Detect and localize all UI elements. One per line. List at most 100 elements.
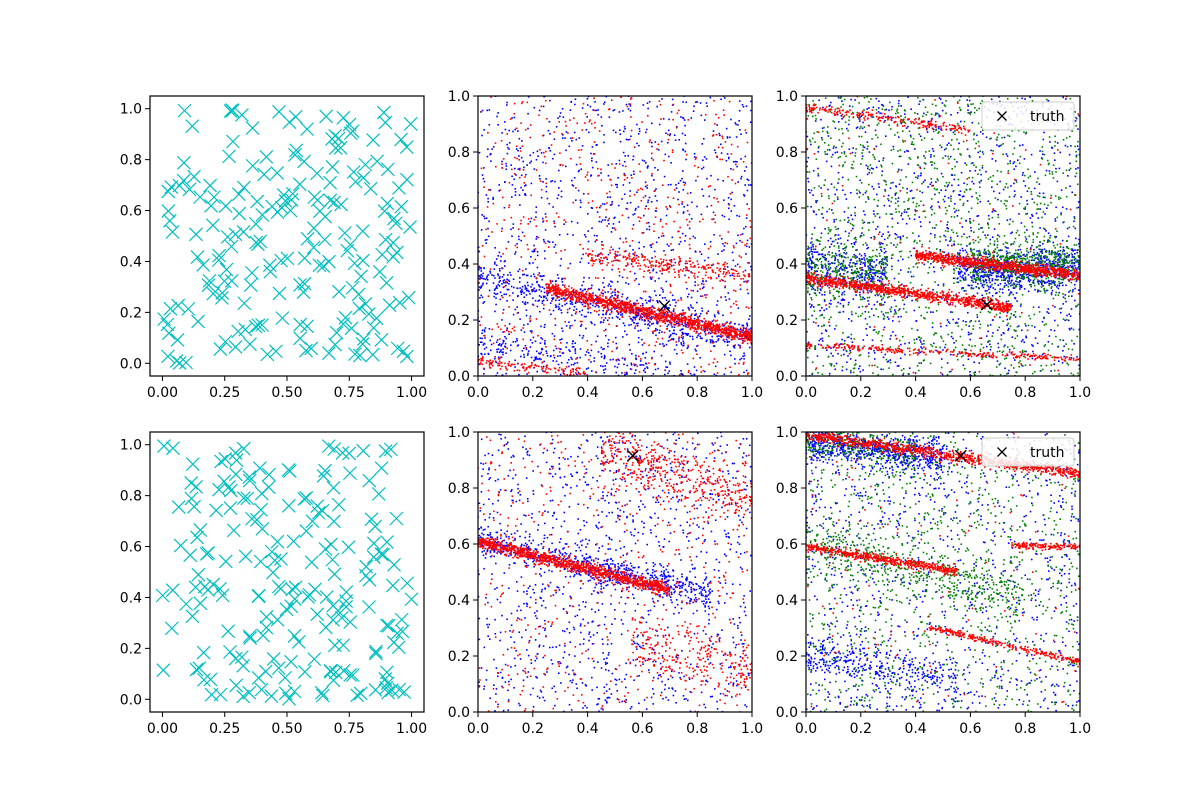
point bbox=[579, 325, 582, 327]
point bbox=[696, 260, 699, 263]
point bbox=[540, 290, 543, 293]
point bbox=[601, 248, 604, 250]
point bbox=[502, 280, 505, 282]
point bbox=[616, 254, 619, 257]
point bbox=[502, 342, 504, 344]
point bbox=[539, 275, 541, 277]
point bbox=[820, 118, 822, 121]
x-marker bbox=[243, 278, 258, 293]
point bbox=[669, 320, 671, 322]
point bbox=[557, 287, 560, 290]
point bbox=[507, 241, 510, 243]
point bbox=[626, 105, 629, 108]
point bbox=[496, 372, 499, 374]
point bbox=[583, 193, 585, 195]
point bbox=[638, 163, 640, 165]
point bbox=[497, 255, 499, 257]
point bbox=[530, 160, 532, 163]
point bbox=[498, 364, 500, 367]
point bbox=[533, 359, 535, 362]
point bbox=[721, 135, 723, 138]
point bbox=[615, 301, 617, 303]
point bbox=[494, 310, 496, 313]
x-marker bbox=[378, 232, 393, 247]
point bbox=[748, 246, 751, 248]
point bbox=[553, 131, 555, 133]
point bbox=[539, 353, 541, 355]
point bbox=[980, 227, 982, 229]
point bbox=[572, 370, 574, 373]
point bbox=[683, 342, 685, 344]
point bbox=[872, 188, 875, 190]
point bbox=[685, 267, 687, 269]
x-marker bbox=[213, 342, 228, 357]
series-points bbox=[478, 96, 752, 376]
point bbox=[898, 155, 901, 158]
point bbox=[728, 157, 730, 160]
point bbox=[900, 214, 902, 217]
point bbox=[617, 290, 619, 293]
point bbox=[1074, 287, 1076, 290]
point bbox=[519, 287, 521, 289]
point bbox=[724, 265, 726, 268]
point bbox=[590, 152, 592, 155]
point bbox=[567, 290, 570, 293]
point bbox=[703, 137, 705, 140]
x-tick-label: 0.4 bbox=[576, 385, 598, 401]
point bbox=[835, 146, 837, 149]
point bbox=[1008, 327, 1010, 330]
point bbox=[598, 174, 600, 177]
point bbox=[1051, 146, 1053, 149]
point bbox=[1054, 319, 1056, 322]
point bbox=[748, 275, 751, 278]
point bbox=[974, 371, 976, 373]
point bbox=[635, 278, 637, 280]
point bbox=[535, 350, 538, 353]
point bbox=[731, 191, 733, 194]
point bbox=[499, 279, 501, 282]
point bbox=[736, 334, 738, 337]
point bbox=[631, 308, 633, 310]
point bbox=[514, 308, 517, 311]
point bbox=[696, 205, 698, 208]
point bbox=[632, 158, 634, 161]
point bbox=[685, 158, 687, 161]
point bbox=[553, 356, 556, 359]
point bbox=[520, 329, 523, 331]
point bbox=[625, 241, 628, 243]
point bbox=[656, 309, 659, 311]
point bbox=[514, 340, 517, 343]
x-marker bbox=[236, 225, 251, 239]
point bbox=[480, 316, 483, 318]
point bbox=[616, 366, 619, 369]
point bbox=[569, 327, 571, 329]
point bbox=[588, 131, 590, 134]
point bbox=[682, 309, 684, 311]
x-marker bbox=[296, 285, 311, 300]
point bbox=[733, 302, 735, 305]
point bbox=[607, 174, 610, 177]
point bbox=[724, 268, 727, 270]
point bbox=[1043, 282, 1046, 284]
point bbox=[608, 116, 611, 118]
point bbox=[564, 277, 566, 280]
point bbox=[637, 216, 640, 218]
x-marker bbox=[300, 122, 314, 137]
point bbox=[504, 265, 506, 267]
point bbox=[601, 262, 604, 265]
x-marker bbox=[248, 319, 263, 334]
point bbox=[714, 327, 716, 330]
point bbox=[563, 300, 566, 302]
point bbox=[877, 225, 879, 228]
point bbox=[557, 194, 560, 196]
point bbox=[561, 293, 564, 296]
point bbox=[536, 254, 539, 257]
point bbox=[693, 323, 695, 325]
point bbox=[830, 303, 832, 305]
point bbox=[679, 226, 681, 229]
point bbox=[652, 269, 654, 272]
point bbox=[564, 286, 566, 288]
point bbox=[658, 329, 661, 332]
point bbox=[1059, 151, 1061, 154]
point bbox=[665, 305, 667, 308]
